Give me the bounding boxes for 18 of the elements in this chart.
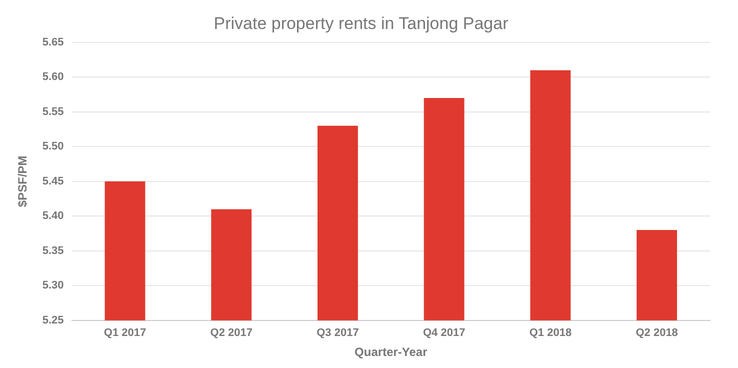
y-tick-label: 5.65: [42, 36, 64, 48]
y-tick-label: 5.50: [42, 140, 64, 153]
y-tick-label: 5.25: [42, 314, 64, 326]
x-tick-label: Q1 2018: [529, 327, 572, 340]
y-tick-label: 5.30: [42, 280, 64, 292]
x-axis-title: Quarter-Year: [354, 345, 428, 360]
y-axis-title: $PSF/PM: [16, 156, 30, 208]
x-tick-label: Q3 2017: [316, 327, 359, 340]
y-tick-label: 5.40: [42, 210, 64, 222]
x-tick-label: Q4 2017: [422, 327, 466, 340]
y-tick-label: 5.45: [42, 175, 64, 188]
chart-title: Private property rents in Tanjong Pagar: [214, 14, 509, 33]
x-tick-label: Q2 2018: [636, 327, 678, 340]
x-tick-label: Q1 2017: [104, 327, 146, 340]
x-tick-label: Q2 2017: [210, 327, 252, 340]
y-tick-label: 5.60: [42, 71, 64, 84]
y-tick-label: 5.55: [42, 106, 64, 118]
y-tick-label: 5.35: [42, 244, 64, 257]
